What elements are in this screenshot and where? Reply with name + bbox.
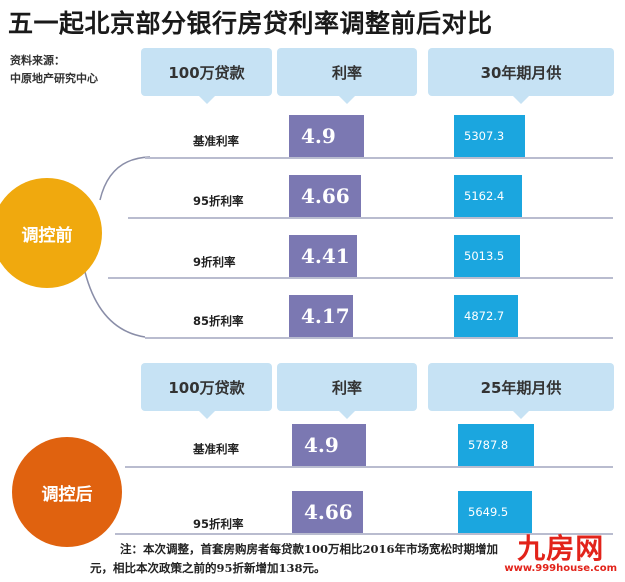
row-separator [145, 337, 613, 339]
rate-bar: 4.66 [289, 175, 361, 217]
footnote: 注：本次调整，首套房购房者每贷款100万相比2016年市场宽松时期增加 元，相比… [60, 540, 498, 578]
row-separator [108, 277, 613, 279]
rate-bar: 4.41 [289, 235, 357, 277]
rate-bar: 4.9 [292, 424, 366, 466]
row-label: 85折利率 [193, 314, 244, 328]
after-regulation-circle: 调控后 [12, 437, 122, 547]
footnote-line-1: 注：本次调整，首套房购房者每贷款100万相比2016年市场宽松时期增加 [120, 542, 499, 556]
row-label: 基准利率 [193, 442, 239, 456]
chart-title: 五一起北京部分银行房贷利率调整前后对比 [8, 9, 493, 38]
payment-bar: 5649.5 [458, 491, 532, 533]
row-separator [115, 533, 613, 535]
rate-bar: 4.9 [289, 115, 364, 157]
payment-bar: 5307.3 [454, 115, 525, 157]
row-label: 9折利率 [193, 255, 236, 269]
watermark: 九房网 www.999house.com [504, 532, 617, 575]
rate-bar: 4.66 [292, 491, 363, 533]
payment-bar: 5013.5 [454, 235, 520, 277]
header-payment: 25年期月供 [428, 363, 614, 419]
payment-bar: 5162.4 [454, 175, 522, 217]
payment-bar: 5787.8 [458, 424, 534, 466]
row-separator [125, 466, 613, 468]
row-label: 95折利率 [193, 194, 244, 208]
header-rate: 利率 [277, 363, 417, 419]
rate-bar: 4.17 [289, 295, 353, 337]
row-separator [128, 217, 613, 219]
header-loan: 100万贷款 [141, 48, 272, 104]
footnote-line-2: 元，相比本次政策之前的95折新增加138元。 [90, 561, 326, 575]
watermark-url: www.999house.com [504, 563, 617, 574]
header-loan: 100万贷款 [141, 363, 272, 419]
header-rate: 利率 [277, 48, 417, 104]
watermark-logo: 九房网 [517, 532, 605, 565]
payment-bar: 4872.7 [454, 295, 518, 337]
source-label: 资料来源： [10, 54, 65, 67]
before-regulation-circle: 调控前 [0, 178, 102, 288]
row-label: 基准利率 [193, 134, 239, 148]
header-payment: 30年期月供 [428, 48, 614, 104]
row-label: 95折利率 [193, 517, 244, 531]
source-name: 中原地产研究中心 [10, 72, 98, 85]
data-source: 资料来源： 中原地产研究中心 [10, 52, 98, 88]
row-separator [145, 157, 613, 159]
